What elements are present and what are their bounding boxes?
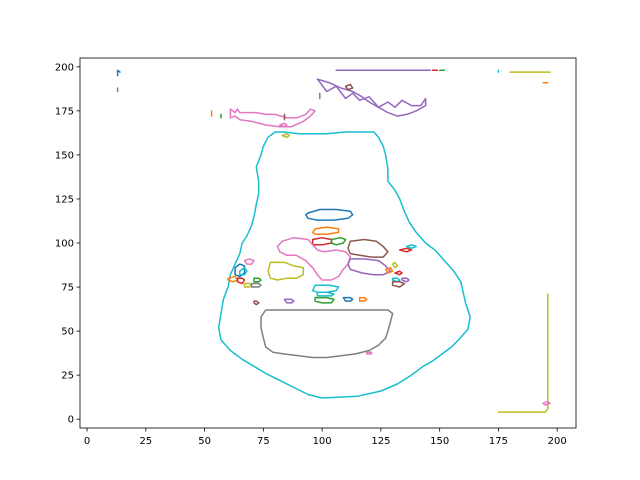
contour-line-13 (342, 296, 354, 302)
contour-line-32 (401, 277, 410, 283)
contour-line-9 (267, 261, 305, 281)
contour-line-14 (358, 296, 368, 302)
contour-line-16 (243, 258, 255, 265)
contour-line-11 (316, 291, 335, 297)
x-tick-label: 100 (313, 436, 332, 447)
contour-line-36 (281, 133, 290, 139)
x-tick-label: 125 (371, 436, 390, 447)
series-layer (116, 69, 551, 413)
contour-line-2 (304, 208, 354, 221)
x-tick-label: 150 (430, 436, 449, 447)
y-tick-label: 150 (55, 150, 74, 161)
contour-line-18 (239, 266, 248, 276)
x-tick-label: 0 (84, 436, 90, 447)
x-axis: 0 25 50 75 100 125 150 175 200 (84, 428, 567, 447)
x-tick-label: 50 (198, 436, 211, 447)
contour-line-35 (279, 122, 288, 128)
contour-line-5 (330, 236, 347, 246)
y-axis: 0 25 50 75 100 125 150 175 200 (55, 62, 80, 426)
x-tick-label: 200 (548, 436, 567, 447)
contour-line-37 (316, 78, 427, 117)
y-tick-label: 200 (55, 62, 74, 73)
contour-line-33 (366, 351, 373, 355)
contour-line-25 (398, 247, 413, 253)
contour-line-46 (116, 69, 121, 77)
contour-line-6 (276, 236, 352, 281)
y-tick-label: 50 (61, 327, 74, 338)
contour-line-0 (217, 131, 471, 399)
contour-line-27 (384, 266, 394, 274)
contour-line-29 (394, 270, 403, 276)
x-tick-label: 25 (139, 436, 152, 447)
contour-line-51 (497, 293, 549, 413)
contour-line-20 (236, 277, 246, 285)
y-tick-label: 25 (61, 371, 74, 382)
x-tick-label: 75 (257, 436, 270, 447)
contour-line-7 (347, 238, 389, 258)
contour-line-17 (234, 263, 246, 278)
contour-line-8 (347, 258, 392, 276)
contour-line-23 (253, 277, 262, 283)
x-tick-label: 175 (489, 436, 508, 447)
contour-line-28 (391, 261, 399, 269)
contour-line-30 (391, 277, 401, 283)
y-tick-label: 0 (68, 415, 74, 426)
y-tick-label: 100 (55, 239, 74, 250)
y-tick-label: 175 (55, 106, 74, 117)
contour-line-3 (311, 226, 340, 235)
y-tick-label: 125 (55, 194, 74, 205)
contour-line-15 (283, 298, 295, 304)
contour-line-21 (243, 282, 253, 288)
contour-line-39 (344, 83, 354, 91)
contour-line-52 (542, 400, 551, 406)
contour-line-26 (405, 244, 417, 250)
contour-line-19 (227, 275, 239, 283)
contour-line-12 (314, 296, 335, 304)
contour-line-1 (260, 309, 394, 359)
contour-line-34 (229, 108, 316, 128)
contour-line-10 (311, 284, 340, 294)
contour-line-31 (391, 281, 406, 288)
contour-line-22 (250, 282, 262, 288)
contour-line-24 (253, 300, 260, 306)
contour-line-4 (311, 236, 333, 246)
y-tick-label: 75 (61, 283, 74, 294)
